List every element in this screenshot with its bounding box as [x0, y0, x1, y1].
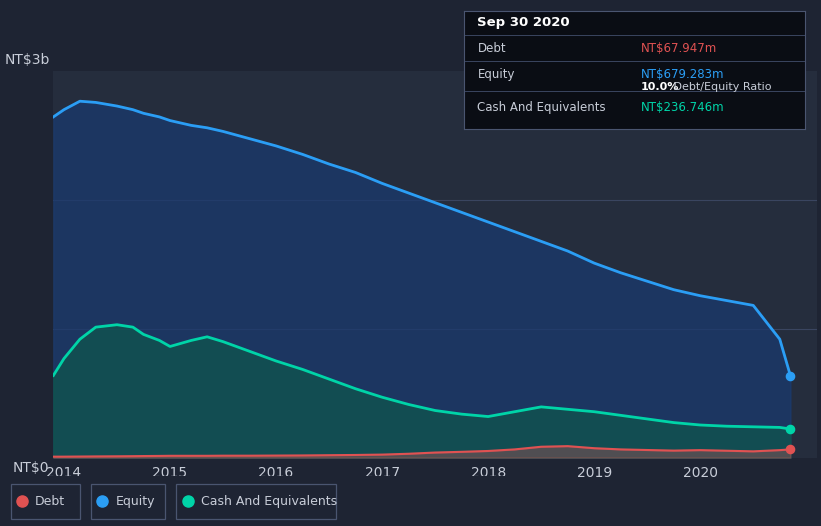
- Text: Equity: Equity: [478, 68, 515, 81]
- Text: NT$67.947m: NT$67.947m: [641, 42, 718, 55]
- FancyBboxPatch shape: [177, 483, 337, 519]
- Point: [784, 371, 797, 380]
- Text: NT$0: NT$0: [13, 461, 49, 476]
- Point: [784, 445, 797, 453]
- Text: Debt: Debt: [478, 42, 506, 55]
- FancyBboxPatch shape: [91, 483, 166, 519]
- Text: Debt: Debt: [35, 494, 66, 508]
- Text: Cash And Equivalents: Cash And Equivalents: [478, 101, 606, 114]
- Text: NT$3b: NT$3b: [4, 53, 49, 67]
- Text: NT$679.283m: NT$679.283m: [641, 68, 725, 81]
- Text: NT$236.746m: NT$236.746m: [641, 101, 725, 114]
- Point: [784, 425, 797, 433]
- Text: 10.0%: 10.0%: [641, 83, 680, 93]
- Text: Sep 30 2020: Sep 30 2020: [478, 16, 570, 29]
- FancyBboxPatch shape: [11, 483, 80, 519]
- Text: Debt/Equity Ratio: Debt/Equity Ratio: [670, 83, 772, 93]
- Text: Cash And Equivalents: Cash And Equivalents: [200, 494, 337, 508]
- Text: Equity: Equity: [115, 494, 155, 508]
